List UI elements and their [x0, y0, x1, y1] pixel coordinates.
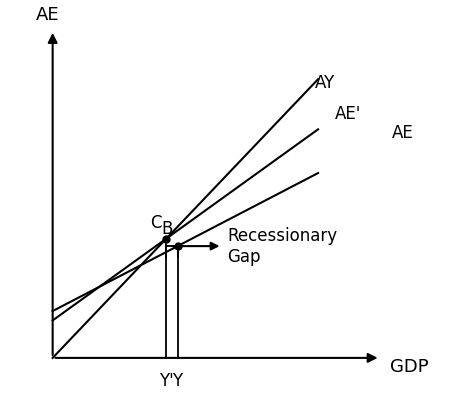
Text: Y: Y: [172, 372, 183, 390]
Text: B: B: [162, 220, 173, 238]
Text: AE': AE': [335, 105, 362, 123]
Text: GDP: GDP: [390, 358, 428, 376]
Text: AE: AE: [392, 124, 414, 142]
Text: Recessionary
Gap: Recessionary Gap: [227, 227, 337, 265]
Text: C: C: [150, 214, 162, 232]
Text: Y': Y': [159, 372, 174, 390]
Text: AY: AY: [315, 74, 335, 92]
Text: AE: AE: [36, 6, 60, 24]
